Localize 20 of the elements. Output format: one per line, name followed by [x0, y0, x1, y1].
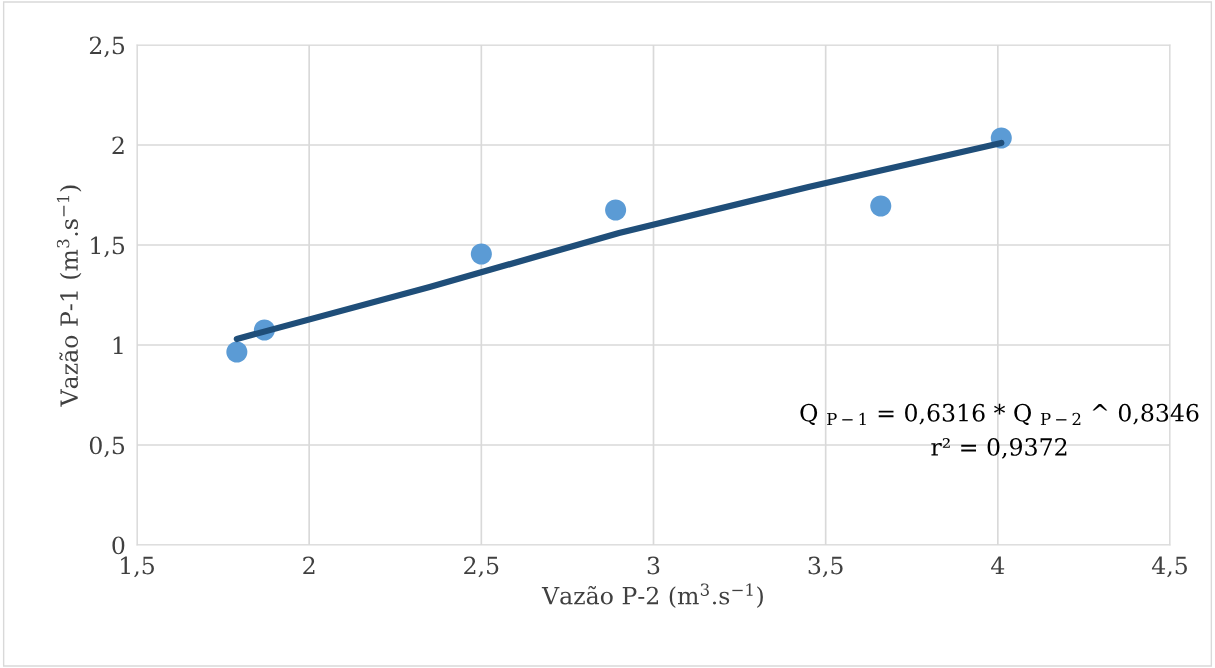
x-axis-title: Vazão P-2 (m$^{3}$.s$^{−1}$): [541, 583, 763, 608]
annotation: Q $_{P−1}$ = 0,6316 * Q $_{P−2}$ ^ 0,8346: [800, 403, 1199, 426]
point: [605, 199, 627, 221]
x-tick-label: 3: [647, 556, 660, 575]
x-tick-label: 2,5: [464, 556, 499, 578]
x-tick-label: 4: [991, 556, 1005, 575]
y-axis-title: Vazão P-1 (m$^{3}$.s$^{−1}$): [56, 185, 82, 407]
point: [226, 341, 248, 363]
y-tick-label: 2: [112, 136, 124, 154]
y-tick-label: 0,5: [89, 436, 125, 458]
x-tick-label: 2: [303, 556, 315, 575]
x-tick-label: 4,5: [1151, 556, 1187, 578]
point: [470, 243, 492, 265]
annotation: r² = 0,9372: [931, 437, 1067, 459]
y-tick-label: 0: [112, 536, 125, 555]
x-tick-label: 3,5: [808, 556, 843, 578]
point: [870, 195, 892, 217]
y-tick-label: 1: [113, 336, 123, 354]
y-tick-label: 1,5: [91, 236, 125, 258]
y-tick-label: 2,5: [89, 36, 125, 58]
